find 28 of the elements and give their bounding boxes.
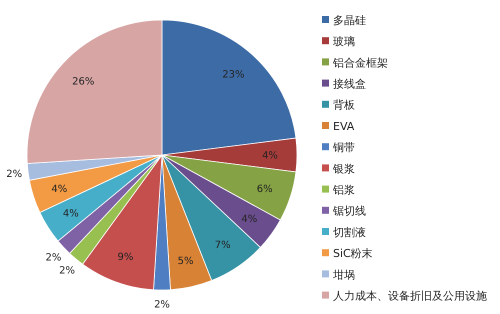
legend-label: SiC粉末 [333, 247, 373, 260]
data-label: 2% [154, 300, 170, 310]
data-label: 23% [222, 69, 245, 80]
data-label: 4% [241, 214, 258, 225]
legend-label: 锯切线 [332, 204, 366, 218]
legend-label: 人力成本、设备折旧及公用设施 [333, 289, 487, 302]
legend-label: 切割液 [333, 226, 366, 239]
data-label: 4% [51, 184, 68, 195]
data-label: 2% [6, 169, 22, 180]
data-label: 5% [178, 256, 194, 267]
legend-label: 银浆 [332, 162, 355, 176]
legend-label: 铝浆 [332, 183, 355, 196]
data-label: 26% [72, 76, 94, 88]
legend-label: 多晶硅 [333, 14, 366, 27]
data-label: 7% [214, 240, 231, 251]
data-label: 2% [45, 252, 62, 264]
legend-label: 背板 [333, 98, 355, 112]
legend-label: 接线盒 [333, 77, 366, 90]
data-label: 9% [117, 252, 134, 264]
legend-label: EVA [333, 120, 355, 133]
legend-label: 坩埚 [332, 268, 355, 282]
legend-label: 铜带 [332, 141, 355, 154]
data-label: 4% [62, 208, 79, 220]
data-label: 4% [262, 150, 278, 162]
legend-label: 玻璃 [333, 35, 355, 48]
legend-label: 铝合金框架 [332, 56, 388, 70]
data-label: 2% [59, 265, 75, 276]
data-label: 6% [256, 184, 273, 195]
